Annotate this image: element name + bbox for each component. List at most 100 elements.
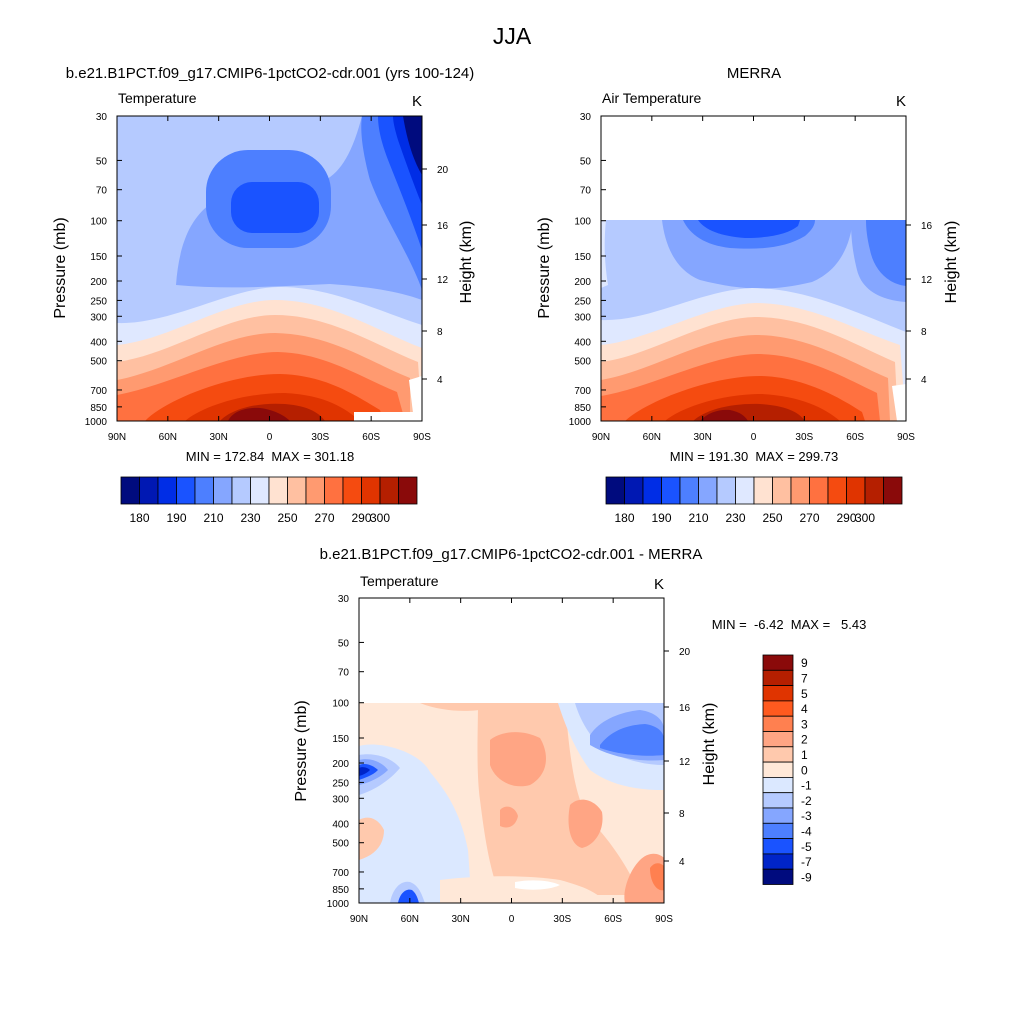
colorbar-label: 210 bbox=[203, 511, 223, 525]
colorbar-swatch bbox=[305, 476, 325, 505]
right-tick-label: 8 bbox=[921, 327, 927, 338]
colorbar-swatch bbox=[213, 476, 233, 505]
x-tick-label: 0 bbox=[751, 432, 757, 443]
diff-axes: 90N 60N 30N 0 30S 60S 90S 30 50 70 100 150 200 250 300… bbox=[327, 594, 691, 925]
colorbar-swatch bbox=[624, 476, 644, 505]
obs-panel: MERRA Air Temperature K 90N 60N 30N 0 30S 60S… bbox=[536, 65, 960, 525]
y-tick-label: 700 bbox=[332, 868, 349, 879]
colorbar-swatch bbox=[157, 476, 177, 505]
diff-colorbar: 97 543 210 -1-2-3-4 -5-7-9 bbox=[762, 654, 812, 885]
right-tick-label: 16 bbox=[679, 703, 691, 714]
colorbar-label: -9 bbox=[801, 870, 812, 884]
right-tick-label: 12 bbox=[921, 275, 933, 286]
colorbar-label: 9 bbox=[801, 656, 808, 670]
colorbar-label: 1 bbox=[801, 748, 808, 762]
colorbar-label: -1 bbox=[801, 779, 812, 793]
colorbar-swatch bbox=[661, 476, 681, 505]
y-tick-label: 700 bbox=[574, 386, 591, 397]
colorbar-label: -5 bbox=[801, 840, 812, 854]
colorbar-swatch bbox=[883, 476, 903, 505]
colorbar-swatch bbox=[762, 777, 794, 794]
x-tick-label: 60N bbox=[159, 432, 177, 443]
x-tick-label: 90S bbox=[897, 432, 915, 443]
colorbar-swatch bbox=[864, 476, 884, 505]
colorbar-swatch bbox=[827, 476, 847, 505]
y-tick-label: 850 bbox=[332, 885, 349, 896]
y-tick-label: 1000 bbox=[327, 899, 350, 910]
colorbar-swatch bbox=[762, 746, 794, 763]
colorbar-label: 300 bbox=[370, 511, 390, 525]
colorbar-label: 2 bbox=[801, 733, 808, 747]
colorbar-swatch bbox=[762, 761, 794, 778]
x-tick-label: 60S bbox=[362, 432, 380, 443]
model-axes: 90N 60N 30N 0 30S 60S 90S 30 50 70 100 150 200 250 300… bbox=[85, 112, 449, 443]
colorbar-swatch bbox=[324, 476, 344, 505]
colorbar-swatch bbox=[762, 731, 794, 748]
colorbar-swatch bbox=[762, 700, 794, 717]
y-tick-label: 400 bbox=[574, 337, 591, 348]
colorbar-label: 250 bbox=[762, 511, 782, 525]
colorbar-swatch bbox=[716, 476, 736, 505]
colorbar-swatch bbox=[762, 669, 794, 686]
colorbar-swatch bbox=[846, 476, 866, 505]
model-contour-field bbox=[117, 116, 422, 421]
model-right-axis-label: Height (km) bbox=[458, 221, 475, 304]
diff-units-label: K bbox=[654, 576, 664, 593]
colorbar-label: -2 bbox=[801, 794, 812, 808]
y-tick-label: 400 bbox=[90, 337, 107, 348]
y-tick-label: 300 bbox=[90, 312, 107, 323]
colorbar-label: 3 bbox=[801, 717, 808, 731]
obs-variable-label: Air Temperature bbox=[602, 90, 702, 106]
colorbar-swatch bbox=[790, 476, 810, 505]
colorbar-swatch bbox=[176, 476, 196, 505]
y-tick-label: 200 bbox=[332, 759, 349, 770]
obs-subtitle: MERRA bbox=[727, 65, 781, 82]
right-tick-label: 20 bbox=[437, 165, 449, 176]
y-tick-label: 500 bbox=[90, 357, 107, 368]
colorbar-swatch bbox=[250, 476, 270, 505]
x-tick-label: 30N bbox=[693, 432, 711, 443]
x-tick-label: 60N bbox=[643, 432, 661, 443]
colorbar-label: 180 bbox=[614, 511, 634, 525]
colorbar-swatch bbox=[605, 476, 625, 505]
colorbar-swatch bbox=[231, 476, 251, 505]
model-variable-label: Temperature bbox=[118, 90, 197, 106]
colorbar-label: 230 bbox=[725, 511, 745, 525]
y-tick-label: 300 bbox=[574, 312, 591, 323]
x-tick-label: 60N bbox=[401, 914, 419, 925]
colorbar-swatch bbox=[762, 822, 794, 839]
colorbar-label: 7 bbox=[801, 671, 808, 685]
colorbar-swatch bbox=[762, 853, 794, 870]
y-tick-label: 150 bbox=[332, 734, 349, 745]
model-y-axis-label: Pressure (mb) bbox=[52, 217, 69, 318]
x-tick-label: 30S bbox=[553, 914, 571, 925]
y-tick-label: 200 bbox=[574, 277, 591, 288]
y-tick-label: 200 bbox=[90, 277, 107, 288]
colorbar-swatch bbox=[194, 476, 214, 505]
y-tick-label: 500 bbox=[574, 357, 591, 368]
diff-right-axis-label: Height (km) bbox=[701, 703, 718, 786]
x-tick-label: 30N bbox=[451, 914, 469, 925]
colorbar-swatch bbox=[762, 807, 794, 824]
x-tick-label: 90N bbox=[108, 432, 126, 443]
x-tick-label: 0 bbox=[509, 914, 515, 925]
y-tick-label: 30 bbox=[96, 112, 108, 123]
colorbar-label: -4 bbox=[801, 824, 812, 838]
y-tick-label: 300 bbox=[332, 794, 349, 805]
obs-units-label: K bbox=[896, 93, 906, 110]
diff-variable-label: Temperature bbox=[360, 573, 439, 589]
colorbar-swatch bbox=[642, 476, 662, 505]
y-tick-label: 100 bbox=[574, 217, 591, 228]
colorbar-label: 300 bbox=[855, 511, 875, 525]
obs-min-max: MIN = 191.30 MAX = 299.73 bbox=[670, 449, 838, 464]
right-tick-label: 12 bbox=[437, 275, 449, 286]
x-tick-label: 30N bbox=[209, 432, 227, 443]
y-tick-label: 850 bbox=[574, 403, 591, 414]
y-tick-label: 250 bbox=[574, 296, 591, 307]
colorbar-swatch bbox=[762, 868, 794, 885]
colorbar-label: 230 bbox=[240, 511, 260, 525]
colorbar-label: 0 bbox=[801, 763, 808, 777]
